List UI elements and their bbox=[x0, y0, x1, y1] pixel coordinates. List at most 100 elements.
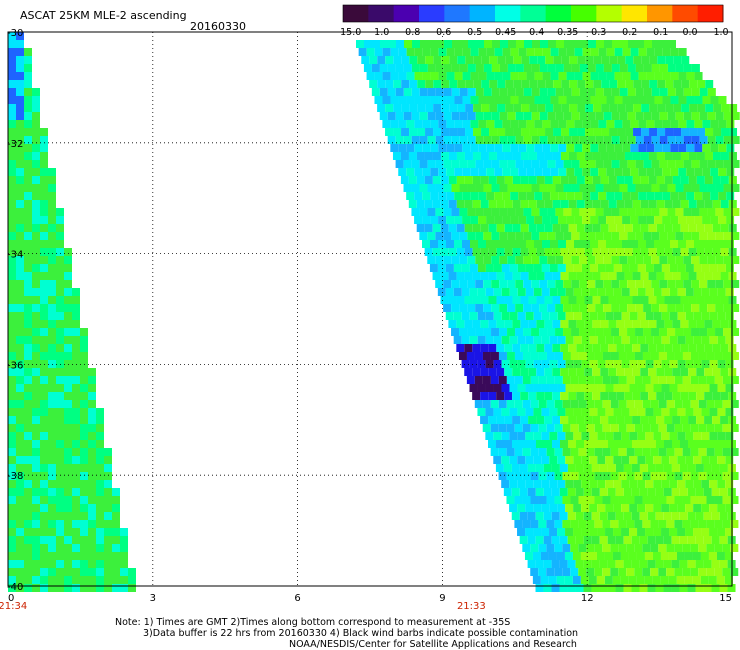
swath-cell bbox=[549, 264, 558, 272]
swath-cell bbox=[445, 264, 454, 272]
swath-cell bbox=[589, 360, 598, 368]
swath-cell bbox=[654, 216, 663, 224]
swath-cell bbox=[626, 352, 635, 360]
swath-cell bbox=[8, 472, 16, 480]
swath-cell bbox=[528, 152, 537, 160]
swath-cell bbox=[720, 176, 729, 184]
swath-cell bbox=[725, 504, 734, 512]
swath-cell bbox=[730, 352, 739, 360]
swath-cell bbox=[580, 40, 588, 48]
swath-cell bbox=[8, 40, 16, 48]
swath-cell bbox=[464, 152, 473, 160]
swath-cell bbox=[643, 208, 652, 216]
swath-cell bbox=[659, 256, 668, 264]
swath-cell bbox=[584, 272, 593, 280]
swath-cell bbox=[64, 512, 72, 520]
swath-cell bbox=[48, 264, 56, 272]
swath-cell bbox=[691, 184, 700, 192]
swath-cell bbox=[467, 256, 476, 264]
swath-cell bbox=[430, 120, 439, 128]
swath-cell bbox=[24, 216, 32, 224]
swath-cell bbox=[565, 480, 574, 488]
swath-cell bbox=[552, 416, 561, 424]
swath-cell bbox=[506, 352, 515, 360]
swath-cell bbox=[677, 312, 686, 320]
swath-cell bbox=[684, 576, 693, 584]
swath-cell bbox=[561, 128, 570, 136]
swath-cell bbox=[554, 376, 563, 384]
swath-cell bbox=[8, 136, 16, 144]
swath-cell bbox=[24, 312, 32, 320]
swath-cell bbox=[398, 144, 407, 152]
swath-cell bbox=[570, 352, 579, 360]
swath-cell bbox=[578, 424, 587, 432]
swath-cell bbox=[80, 584, 88, 592]
swath-cell bbox=[656, 320, 665, 328]
swath-cell bbox=[80, 376, 88, 384]
swath-cell bbox=[725, 384, 734, 392]
swath-cell bbox=[635, 304, 644, 312]
swath-cell bbox=[536, 272, 545, 280]
swath-cell bbox=[576, 296, 585, 304]
swath-cell bbox=[634, 400, 643, 408]
swath-cell bbox=[725, 336, 734, 344]
swath-cell bbox=[88, 488, 96, 496]
swath-cell bbox=[696, 224, 705, 232]
swath-cell bbox=[32, 576, 40, 584]
swath-cell bbox=[475, 88, 484, 96]
swath-cell bbox=[72, 472, 80, 480]
swath-cell bbox=[625, 80, 634, 88]
swath-cell bbox=[686, 168, 695, 176]
swath-cell bbox=[579, 256, 588, 264]
swath-cell bbox=[704, 272, 713, 280]
swath-cell bbox=[602, 568, 611, 576]
swath-cell bbox=[32, 328, 40, 336]
swath-cell bbox=[578, 568, 587, 576]
swath-cell bbox=[718, 120, 727, 128]
swath-cell bbox=[629, 336, 638, 344]
swath-cell bbox=[504, 320, 513, 328]
swath-cell bbox=[24, 496, 32, 504]
swath-cell bbox=[474, 376, 483, 384]
swath-cell bbox=[651, 184, 660, 192]
swath-cell bbox=[711, 584, 720, 592]
swath-cell bbox=[576, 200, 585, 208]
swath-cell bbox=[531, 208, 540, 216]
swath-cell bbox=[597, 312, 606, 320]
swath-cell bbox=[385, 128, 394, 136]
swath-cell bbox=[385, 80, 394, 88]
swath-cell bbox=[702, 144, 711, 152]
swath-cell bbox=[64, 504, 72, 512]
swath-cell bbox=[435, 208, 444, 216]
swath-cell bbox=[527, 512, 536, 520]
swath-cell bbox=[598, 168, 607, 176]
swath-cell bbox=[712, 344, 721, 352]
swath-cell bbox=[64, 552, 72, 560]
swath-cell bbox=[510, 192, 519, 200]
swath-cell bbox=[72, 328, 80, 336]
swath-cell bbox=[40, 400, 48, 408]
swath-cell bbox=[714, 400, 723, 408]
swath-cell bbox=[393, 56, 402, 64]
swath-cell bbox=[691, 64, 700, 72]
swath-cell bbox=[40, 464, 48, 472]
swath-cell bbox=[719, 464, 728, 472]
swath-cell bbox=[382, 72, 391, 80]
swath-cell bbox=[427, 184, 436, 192]
swath-cell bbox=[669, 336, 678, 344]
swath-cell bbox=[611, 184, 620, 192]
swath-cell bbox=[24, 56, 32, 64]
swath-cell bbox=[661, 264, 670, 272]
swath-cell bbox=[564, 40, 572, 48]
swath-cell bbox=[8, 240, 16, 248]
swath-cell bbox=[468, 40, 476, 48]
swath-cell bbox=[8, 128, 16, 136]
swath-cell bbox=[546, 496, 555, 504]
swath-cell bbox=[555, 256, 564, 264]
swath-cell bbox=[634, 352, 643, 360]
swath-cell bbox=[24, 80, 32, 88]
swath-cell bbox=[687, 536, 696, 544]
swath-cell bbox=[526, 48, 535, 56]
swath-cell bbox=[24, 352, 32, 360]
swath-cell bbox=[422, 144, 431, 152]
